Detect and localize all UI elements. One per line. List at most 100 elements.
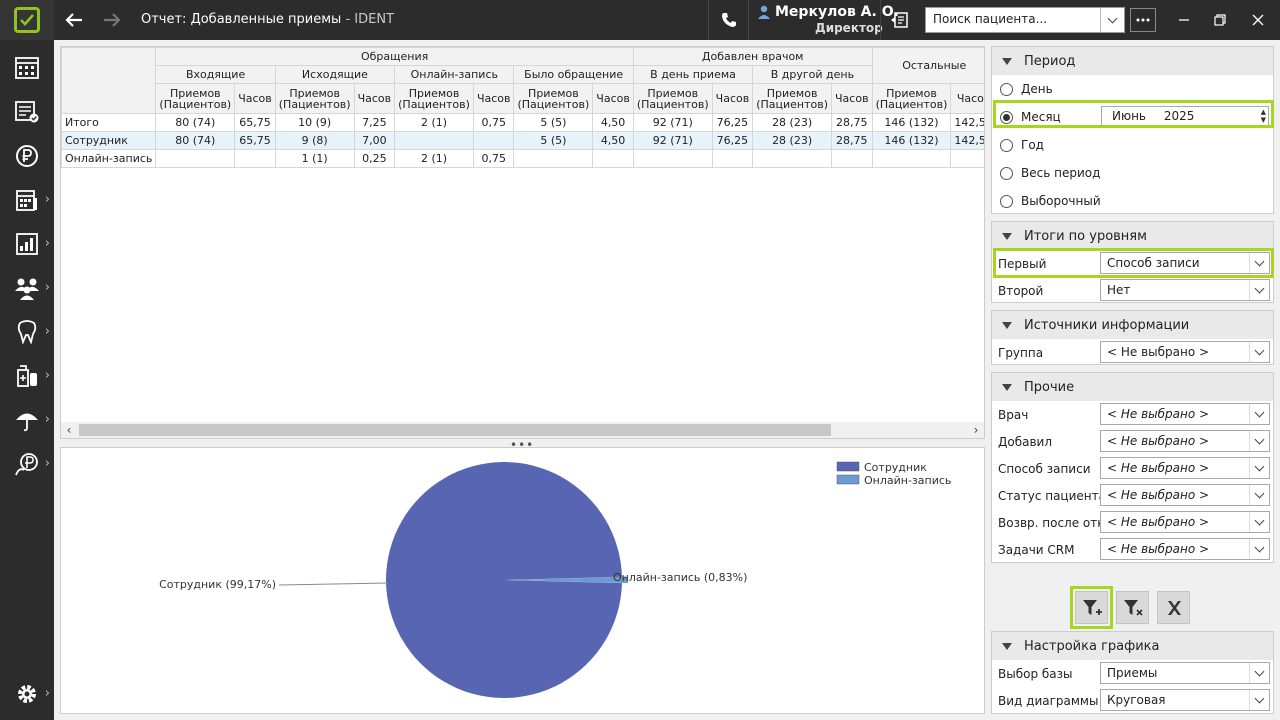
sidebar-item-payroll[interactable]: ›	[0, 444, 54, 484]
apply-filter-button[interactable]	[1075, 591, 1108, 624]
sidebar-item-dental[interactable]: ›	[0, 312, 54, 352]
collapse-triangle-icon	[1002, 232, 1012, 240]
other-title: Прочие	[1024, 379, 1075, 395]
source-group-select[interactable]: < Не выбрано >	[1100, 341, 1270, 363]
search-dropdown-icon[interactable]	[1100, 8, 1124, 32]
excel-icon	[1167, 600, 1181, 615]
sidebar-item-calendar[interactable]: ›	[0, 180, 54, 220]
chart-settings-header[interactable]: Настройка графика	[992, 632, 1273, 660]
radio-button[interactable]	[1000, 138, 1013, 152]
levels-header[interactable]: Итоги по уровням	[992, 222, 1273, 250]
second-level-row: Второй Нет	[992, 277, 1273, 304]
month-year-spinner[interactable]: Июнь 2025 ▲ ▼	[1101, 106, 1269, 126]
period-header[interactable]: Период	[992, 47, 1273, 75]
table-cell: 1 (1)	[274, 149, 355, 168]
sidebar-item-medicine[interactable]: ›	[0, 356, 54, 396]
chevron-down-icon[interactable]	[1249, 539, 1269, 559]
field-label: Задачи CRM	[998, 542, 1075, 557]
umbrella-icon	[16, 413, 38, 432]
table-row[interactable]: Онлайн-запись 1 (1) 0,25 2 (1) 0,75	[61, 149, 984, 168]
filter-row: Возвр. после отк. < Не выбрано >	[992, 509, 1273, 536]
radio-button[interactable]	[1000, 166, 1013, 180]
chevron-down-icon[interactable]	[1249, 280, 1269, 300]
patient-search-input[interactable]: Поиск пациента...	[925, 7, 1125, 33]
pie-slice[interactable]	[510, 576, 628, 584]
app-logo[interactable]	[0, 0, 54, 40]
chevron-down-icon[interactable]	[1249, 404, 1269, 424]
history-icon[interactable]	[888, 8, 912, 32]
chevron-down-icon[interactable]	[1249, 512, 1269, 532]
scroll-left-icon[interactable]: ‹	[66, 423, 72, 437]
filter-select[interactable]: < Не выбрано >	[1100, 484, 1270, 506]
user-role: Директор	[815, 21, 883, 35]
chart-settings-group: Настройка графика Выбор базы Приемы Вид …	[991, 631, 1274, 714]
period-option-year[interactable]: Год	[992, 131, 1044, 159]
chevron-down-icon[interactable]	[1249, 458, 1269, 478]
ruble-icon	[16, 145, 38, 167]
period-option-day[interactable]: День	[992, 75, 1053, 103]
chevron-down-icon[interactable]	[1249, 342, 1269, 362]
base-select[interactable]: Приемы	[1100, 662, 1270, 684]
period-option-all[interactable]: Весь период	[992, 159, 1100, 187]
levels-group: Итоги по уровням Первый Способ записи Вт…	[991, 221, 1274, 303]
close-icon[interactable]	[1246, 8, 1270, 32]
minimize-icon[interactable]	[1172, 8, 1196, 32]
chevron-down-icon[interactable]	[1249, 431, 1269, 451]
other-header[interactable]: Прочие	[992, 373, 1273, 401]
scroll-right-icon[interactable]: ›	[973, 423, 979, 437]
radio-button[interactable]	[1000, 82, 1013, 96]
sidebar-item-patients[interactable]: ›	[0, 268, 54, 308]
filter-select[interactable]: < Не выбрано >	[1100, 403, 1270, 425]
table-cell: 92 (71)	[632, 113, 713, 132]
table-row[interactable]: Сотрудник 80 (74) 65,75 9 (8) 7,00 5 (5) 4,50 9…	[61, 131, 984, 150]
chart-type-select[interactable]: Круговая	[1100, 689, 1270, 711]
col-header-hours: Часов	[353, 83, 396, 114]
scrollbar-thumb[interactable]	[79, 424, 831, 436]
sidebar-item-schedule[interactable]	[0, 48, 54, 88]
chevron-down-icon[interactable]	[1249, 690, 1269, 710]
phone-icon[interactable]	[717, 8, 741, 32]
restore-icon[interactable]	[1208, 8, 1232, 32]
col-header-count: Приемов (Пациентов)	[155, 83, 236, 114]
field-label: Возвр. после отк.	[998, 515, 1109, 530]
filter-select[interactable]: < Не выбрано >	[1100, 457, 1270, 479]
export-excel-button[interactable]	[1157, 591, 1190, 624]
radio-button[interactable]	[1000, 194, 1013, 208]
sidebar-item-finance[interactable]	[0, 136, 54, 176]
pie-slice[interactable]	[386, 462, 622, 698]
more-menu-icon[interactable]	[1130, 8, 1156, 32]
first-level-select[interactable]: Способ записи	[1100, 252, 1270, 274]
second-level-select[interactable]: Нет	[1100, 279, 1270, 301]
radio-label: День	[1021, 82, 1053, 96]
chevron-down-icon[interactable]	[1249, 253, 1269, 273]
chevron-down-icon[interactable]	[1249, 485, 1269, 505]
select-value: Приемы	[1107, 666, 1158, 680]
horizontal-scrollbar[interactable]: ‹ ›	[61, 422, 984, 438]
table-cell: 76,25	[711, 113, 754, 132]
sources-header[interactable]: Источники информации	[992, 311, 1273, 339]
sub-header: Онлайн-запись	[394, 65, 515, 84]
sidebar-item-tasks[interactable]	[0, 92, 54, 132]
group-header: Добавлен врачом	[632, 47, 873, 66]
user-name[interactable]: Меркулов А. О.	[775, 4, 899, 20]
table-cell: 92 (71)	[632, 131, 713, 150]
col-label-line: (Пациентов)	[398, 97, 470, 111]
table-row[interactable]: Итого 80 (74) 65,75 10 (9) 7,25 2 (1) 0,75 5 (5…	[61, 113, 984, 132]
chart-panel: Сотрудник (99,17%) Онлайн-запись (0,83%) …	[60, 447, 985, 714]
forward-arrow-icon[interactable]	[100, 8, 124, 32]
period-option-custom[interactable]: Выборочный	[992, 187, 1101, 215]
filter-select[interactable]: < Не выбрано >	[1100, 511, 1270, 533]
col-label-line: Приемов	[528, 86, 579, 100]
back-arrow-icon[interactable]	[62, 8, 86, 32]
clear-filter-button[interactable]	[1116, 591, 1149, 624]
filter-select[interactable]: < Не выбрано >	[1100, 538, 1270, 560]
chevron-down-icon[interactable]	[1249, 663, 1269, 683]
sidebar-item-settings[interactable]: ›	[0, 674, 54, 714]
period-option-month[interactable]: Месяц	[992, 103, 1061, 131]
sidebar-item-reports[interactable]: ›	[0, 224, 54, 264]
spin-arrows-icon[interactable]: ▲ ▼	[1260, 108, 1266, 124]
filter-select[interactable]: < Не выбрано >	[1100, 430, 1270, 452]
pie-leader-line	[278, 582, 389, 586]
sidebar-item-insurance[interactable]: ›	[0, 400, 54, 440]
radio-button[interactable]	[1000, 110, 1013, 124]
